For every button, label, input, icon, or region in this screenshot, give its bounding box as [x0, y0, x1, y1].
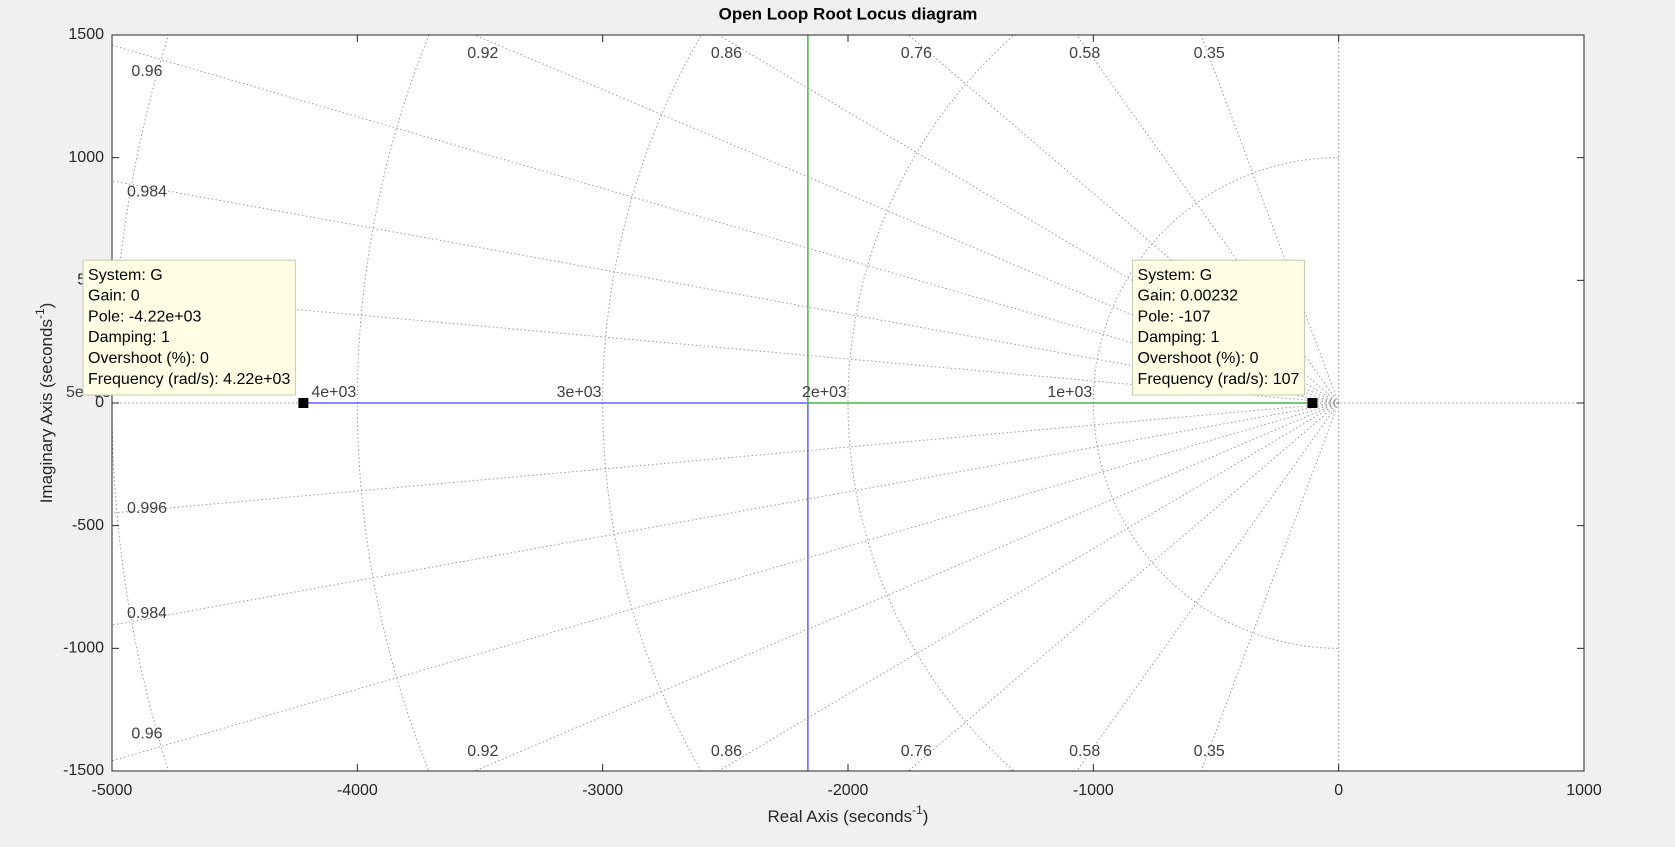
datatip-line: Frequency (rad/s): 4.22e+03: [88, 371, 290, 388]
damping-label: 0.76: [901, 45, 932, 62]
datatip-line: Pole: -4.22e+03: [88, 308, 202, 325]
datatip-line: System: G: [88, 267, 163, 284]
datatip-line: Pole: -107: [1138, 308, 1211, 325]
datatip: System: G Gain: 0.00232 Pole: -107 Damping:…: [1132, 259, 1305, 396]
damping-label: 0.86: [711, 743, 742, 760]
datatip-line: System: G: [1138, 267, 1213, 284]
y-tick-label: -500: [72, 517, 104, 534]
damping-label: 0.92: [467, 45, 498, 62]
damping-label: 0.96: [131, 725, 162, 742]
x-tick-label: -4000: [337, 782, 378, 799]
damping-label: 0.86: [711, 45, 742, 62]
x-axis-title-close: ): [923, 807, 929, 826]
damping-label: 0.35: [1194, 743, 1225, 760]
y-axis-title-close: ): [37, 303, 56, 309]
damping-label: 0.35: [1194, 45, 1225, 62]
x-tick-label: 1000: [1566, 782, 1602, 799]
x-tick-label: 0: [1334, 782, 1343, 799]
damping-label: 0.58: [1069, 743, 1100, 760]
y-tick-label: 1000: [68, 149, 104, 166]
y-axis-title: Imaginary Axis (seconds-1): [33, 303, 56, 504]
frequency-label: 3e+03: [557, 384, 602, 401]
frequency-label: 2e+03: [802, 384, 847, 401]
damping-label: 0.996: [127, 500, 167, 517]
y-tick-label: 1500: [68, 26, 104, 43]
locus-branch: [807, 35, 1313, 404]
x-tick-label: -2000: [828, 782, 869, 799]
y-tick-label: -1000: [63, 640, 104, 657]
y-tick-label: -1500: [63, 762, 104, 779]
chart-title: Open Loop Root Locus diagram: [719, 4, 978, 23]
damping-label: 0.96: [131, 63, 162, 80]
frequency-label: 4e+03: [311, 384, 356, 401]
damping-label: 0.92: [467, 743, 498, 760]
y-axis-title-sup: -1: [33, 308, 47, 319]
x-tick-label: -5000: [92, 782, 133, 799]
datatip-line: Damping: 1: [1138, 329, 1220, 346]
datatip-box: [1132, 259, 1305, 396]
x-tick-label: -3000: [582, 782, 623, 799]
pole-marker: [1307, 398, 1318, 408]
datatip-line: Overshoot (%): 0: [1138, 350, 1259, 367]
damping-label: 0.58: [1069, 45, 1100, 62]
datatip-line: Overshoot (%): 0: [88, 350, 209, 367]
damping-label: 0.984: [127, 184, 167, 201]
datatip-line: Damping: 1: [88, 329, 170, 346]
damping-label: 0.76: [901, 743, 932, 760]
datatips: System: G Gain: 0 Pole: -4.22e+03 Damping: …: [82, 259, 1305, 396]
x-tick-label: -1000: [1073, 782, 1114, 799]
x-axis-title-sup: -1: [912, 803, 923, 817]
y-tick-label: 0: [95, 394, 104, 411]
datatip-line: Frequency (rad/s): 107: [1138, 371, 1300, 388]
datatip-box: [82, 259, 296, 396]
x-axis-title-text: Real Axis (seconds: [768, 807, 913, 826]
marks: [303, 35, 1313, 771]
datatip-line: Gain: 0.00232: [1138, 288, 1239, 305]
pole-marker: [298, 398, 309, 408]
y-axis-title-text: Imaginary Axis (seconds: [37, 319, 56, 503]
datatip-line: Gain: 0: [88, 288, 140, 305]
x-axis-title: Real Axis (seconds-1): [768, 803, 929, 826]
frequency-label: 1e+03: [1047, 384, 1092, 401]
datatip: System: G Gain: 0 Pole: -4.22e+03 Damping: …: [82, 259, 296, 396]
damping-label: 0.984: [127, 605, 167, 622]
